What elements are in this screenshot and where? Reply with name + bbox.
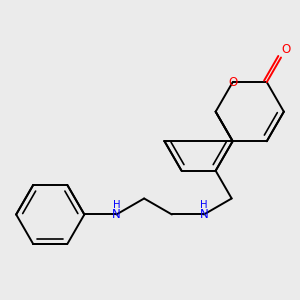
Text: O: O <box>281 43 290 56</box>
Text: N: N <box>200 208 208 221</box>
Text: O: O <box>228 76 237 88</box>
Text: N: N <box>112 208 121 221</box>
Text: H: H <box>112 200 120 210</box>
Text: H: H <box>200 200 208 210</box>
